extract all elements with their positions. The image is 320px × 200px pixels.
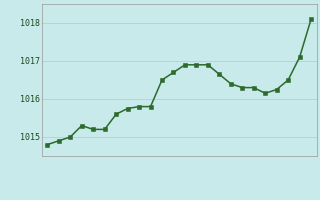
Text: 5: 5: [102, 168, 107, 177]
Text: 21: 21: [284, 168, 293, 177]
Text: 20: 20: [272, 168, 281, 177]
Text: 2: 2: [68, 168, 73, 177]
Text: 16: 16: [226, 168, 236, 177]
Text: 12: 12: [180, 168, 189, 177]
Text: 15: 15: [215, 168, 224, 177]
Text: 11: 11: [169, 168, 178, 177]
Text: 23: 23: [307, 168, 316, 177]
Text: 19: 19: [260, 168, 270, 177]
Text: 13: 13: [192, 168, 201, 177]
Text: 8: 8: [137, 168, 141, 177]
Text: 6: 6: [114, 168, 118, 177]
Text: 0: 0: [45, 168, 50, 177]
Text: 14: 14: [203, 168, 212, 177]
Text: 18: 18: [249, 168, 258, 177]
Text: 17: 17: [238, 168, 247, 177]
Text: 3: 3: [79, 168, 84, 177]
Text: 9: 9: [148, 168, 153, 177]
Text: 10: 10: [157, 168, 167, 177]
Text: 4: 4: [91, 168, 95, 177]
Text: Graphe pression niveau de la mer (hPa): Graphe pression niveau de la mer (hPa): [25, 179, 295, 192]
Text: 22: 22: [295, 168, 304, 177]
Text: 7: 7: [125, 168, 130, 177]
Text: 1: 1: [57, 168, 61, 177]
